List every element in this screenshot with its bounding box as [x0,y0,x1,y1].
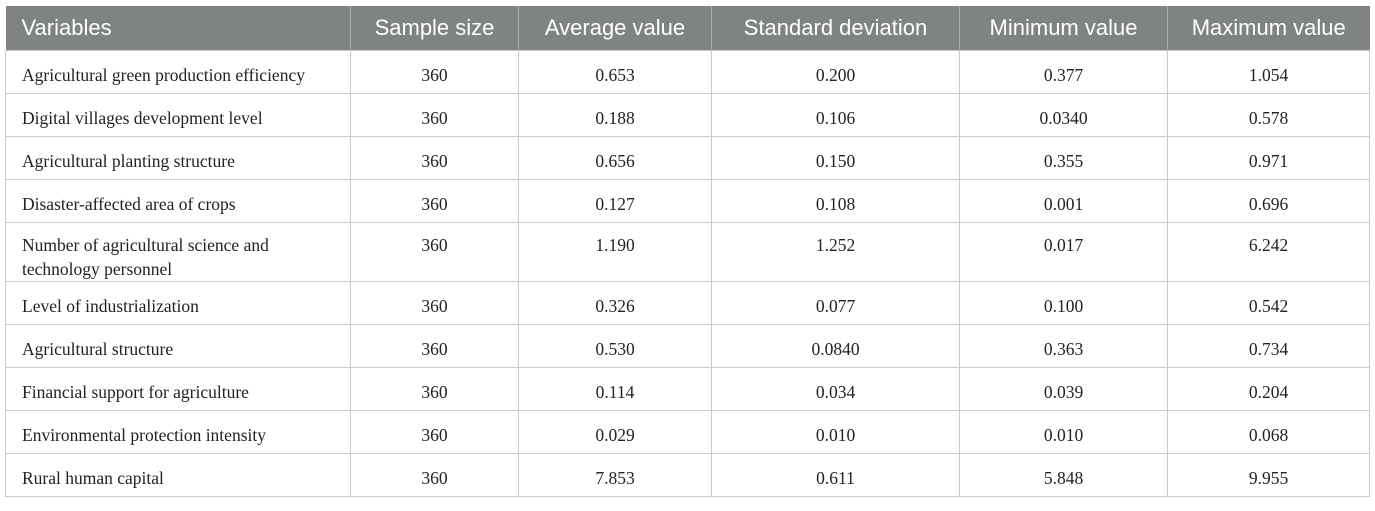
standard-deviation-cell: 0.200 [711,50,960,94]
maximum-value-cell: 0.578 [1167,93,1370,137]
sample-size-cell: 360 [350,136,519,180]
sample-size-cell: 360 [350,453,519,497]
sample-size-cell: 360 [350,179,519,223]
average-value-cell: 1.190 [518,222,712,282]
sample-size-cell: 360 [350,324,519,368]
variable-name-cell: Environmental protection intensity [5,410,351,454]
header-standard-deviation: Standard deviation [711,6,960,51]
maximum-value-cell: 0.542 [1167,281,1370,325]
maximum-value-cell: 0.696 [1167,179,1370,223]
standard-deviation-cell: 0.106 [711,93,960,137]
standard-deviation-cell: 0.077 [711,281,960,325]
maximum-value-cell: 0.204 [1167,367,1370,411]
variable-name-cell: Agricultural structure [5,324,351,368]
average-value-cell: 0.326 [518,281,712,325]
sample-size-cell: 360 [350,222,519,282]
average-value-cell: 7.853 [518,453,712,497]
table-row: Environmental protection intensity 360 0… [5,410,1370,454]
variable-name-cell: Number of agricultural science and techn… [5,222,351,282]
table-header-row: Variables Sample size Average value Stan… [5,6,1370,51]
standard-deviation-cell: 1.252 [711,222,960,282]
descriptive-statistics-table: Variables Sample size Average value Stan… [5,6,1370,497]
variable-name-cell: Level of industrialization [5,281,351,325]
minimum-value-cell: 0.377 [959,50,1168,94]
table-row: Number of agricultural science and techn… [5,222,1370,282]
table-row: Digital villages development level 360 0… [5,93,1370,137]
variable-name-cell: Disaster-affected area of crops [5,179,351,223]
average-value-cell: 0.656 [518,136,712,180]
variable-name-cell: Financial support for agriculture [5,367,351,411]
average-value-cell: 0.029 [518,410,712,454]
table-row: Rural human capital 360 7.853 0.611 5.84… [5,453,1370,497]
variable-name-cell: Digital villages development level [5,93,351,137]
standard-deviation-cell: 0.034 [711,367,960,411]
table-row: Agricultural green production efficiency… [5,50,1370,94]
table-row: Disaster-affected area of crops 360 0.12… [5,179,1370,223]
sample-size-cell: 360 [350,367,519,411]
maximum-value-cell: 6.242 [1167,222,1370,282]
minimum-value-cell: 0.100 [959,281,1168,325]
header-average-value: Average value [518,6,712,51]
maximum-value-cell: 0.734 [1167,324,1370,368]
sample-size-cell: 360 [350,93,519,137]
variable-name-cell: Agricultural planting structure [5,136,351,180]
header-variables: Variables [5,6,351,51]
table-row: Agricultural planting structure 360 0.65… [5,136,1370,180]
standard-deviation-cell: 0.010 [711,410,960,454]
minimum-value-cell: 0.001 [959,179,1168,223]
sample-size-cell: 360 [350,50,519,94]
minimum-value-cell: 0.355 [959,136,1168,180]
variable-name-cell: Agricultural green production efficiency [5,50,351,94]
maximum-value-cell: 1.054 [1167,50,1370,94]
minimum-value-cell: 0.0340 [959,93,1168,137]
average-value-cell: 0.530 [518,324,712,368]
variable-name-cell: Rural human capital [5,453,351,497]
sample-size-cell: 360 [350,410,519,454]
header-minimum-value: Minimum value [959,6,1168,51]
average-value-cell: 0.653 [518,50,712,94]
standard-deviation-cell: 0.108 [711,179,960,223]
maximum-value-cell: 9.955 [1167,453,1370,497]
statistics-table-container: Variables Sample size Average value Stan… [5,6,1370,497]
header-maximum-value: Maximum value [1167,6,1370,51]
header-sample-size: Sample size [350,6,519,51]
standard-deviation-cell: 0.0840 [711,324,960,368]
average-value-cell: 0.114 [518,367,712,411]
sample-size-cell: 360 [350,281,519,325]
maximum-value-cell: 0.971 [1167,136,1370,180]
table-row: Agricultural structure 360 0.530 0.0840 … [5,324,1370,368]
minimum-value-cell: 0.010 [959,410,1168,454]
average-value-cell: 0.188 [518,93,712,137]
minimum-value-cell: 0.017 [959,222,1168,282]
maximum-value-cell: 0.068 [1167,410,1370,454]
minimum-value-cell: 5.848 [959,453,1168,497]
minimum-value-cell: 0.363 [959,324,1168,368]
average-value-cell: 0.127 [518,179,712,223]
table-row: Level of industrialization 360 0.326 0.0… [5,281,1370,325]
minimum-value-cell: 0.039 [959,367,1168,411]
standard-deviation-cell: 0.150 [711,136,960,180]
table-row: Financial support for agriculture 360 0.… [5,367,1370,411]
standard-deviation-cell: 0.611 [711,453,960,497]
